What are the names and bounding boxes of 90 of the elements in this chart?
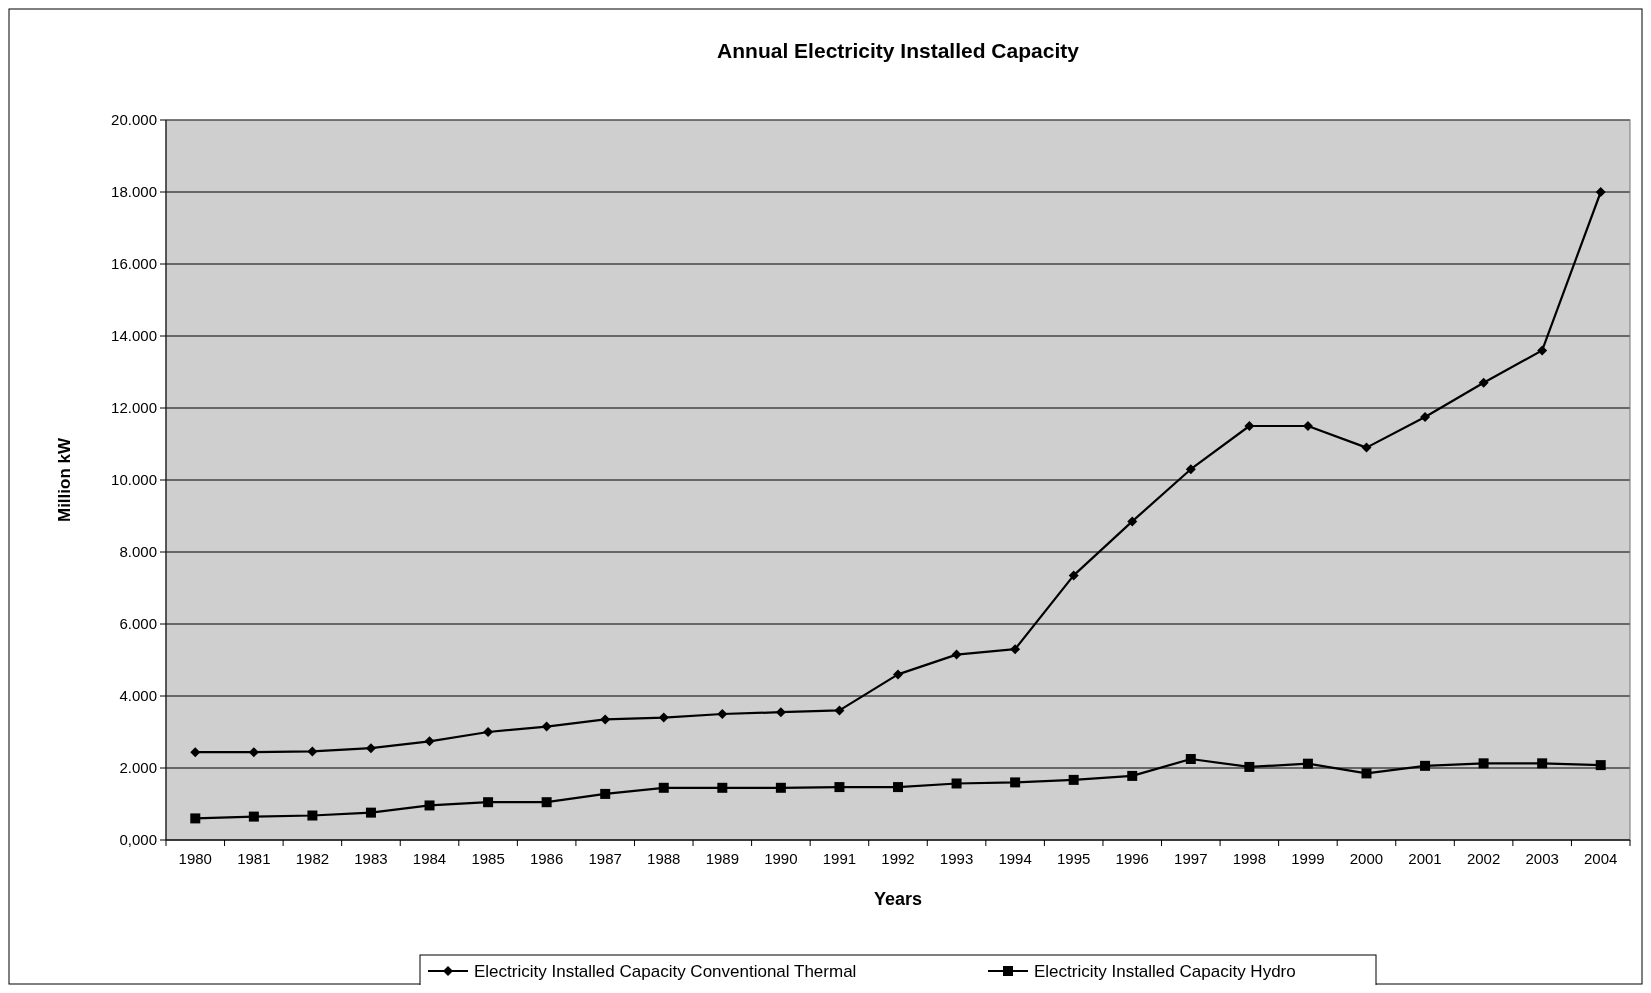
- point: [1595, 760, 1606, 771]
- point: [600, 788, 611, 799]
- point: [307, 746, 318, 757]
- point: [1478, 758, 1489, 769]
- x-tick-label: 1996: [1115, 850, 1149, 867]
- point: [1010, 777, 1021, 788]
- point: [658, 712, 669, 723]
- point: [834, 705, 845, 716]
- x-tick-label: 1987: [588, 850, 622, 867]
- point: [248, 811, 259, 822]
- x-tick-label: 1990: [764, 850, 798, 867]
- x-tick-label: 1998: [1232, 850, 1267, 867]
- y-tick-label: 10.000: [111, 471, 157, 489]
- point: [1537, 758, 1548, 769]
- y-tick-label: 18.000: [111, 183, 157, 201]
- point: [424, 800, 435, 811]
- y-tick-label: 20.000: [111, 111, 157, 129]
- y-tick-label: 16.000: [111, 255, 157, 273]
- point: [951, 649, 962, 660]
- y-axis-title: Million kW: [55, 437, 74, 523]
- y-tick-label: 2.000: [119, 759, 157, 777]
- point: [1068, 774, 1079, 785]
- point: [834, 782, 845, 793]
- point: [1537, 345, 1548, 356]
- point: [190, 813, 201, 824]
- point: [893, 669, 903, 680]
- x-tick-label: 1989: [705, 850, 740, 867]
- x-tick-label: 1985: [471, 850, 505, 867]
- point: [483, 797, 494, 808]
- x-tick-label: 1993: [939, 850, 974, 867]
- point: [1244, 761, 1255, 772]
- point: [1420, 760, 1431, 771]
- point: [365, 743, 376, 754]
- x-tick-label: 1983: [354, 850, 388, 867]
- y-tick-label: 14.000: [111, 327, 157, 345]
- y-tick-label: 6.000: [119, 615, 157, 633]
- x-tick-label: 1991: [822, 850, 857, 867]
- x-tick-label: 1995: [1056, 850, 1091, 867]
- point: [775, 707, 786, 718]
- point: [658, 782, 669, 793]
- x-tick-label: 2004: [1584, 850, 1618, 867]
- point: [190, 747, 201, 758]
- point: [307, 810, 318, 821]
- point: [717, 782, 728, 793]
- y-tick-label: 0,000: [119, 831, 157, 849]
- y-tick-label: 12.000: [111, 399, 157, 417]
- x-tick-label: 1999: [1291, 850, 1325, 867]
- point: [541, 797, 552, 808]
- x-tick-label: 1994: [998, 850, 1032, 867]
- legend-label: Electricity Installed Capacity Conventional Thermal: [474, 961, 857, 981]
- point: [1420, 412, 1431, 422]
- point: [1127, 516, 1138, 527]
- x-tick-label: 2001: [1408, 850, 1442, 867]
- x-tick-label: 1986: [529, 850, 564, 867]
- x-tick-label: 2003: [1525, 850, 1559, 867]
- point: [424, 736, 435, 747]
- point: [541, 721, 552, 732]
- x-axis-title: Years: [873, 889, 923, 909]
- point: [1302, 758, 1313, 769]
- x-tick-label: 1992: [881, 850, 915, 867]
- point: [1068, 570, 1079, 581]
- x-tick-label: 1982: [295, 850, 330, 867]
- point: [1595, 187, 1606, 197]
- point: [951, 778, 962, 789]
- legend-label: Electricity Installed Capacity Hydro: [1034, 961, 1296, 981]
- chart-title: Annual Electricity Installed Capacity: [717, 39, 1080, 62]
- point: [1361, 442, 1372, 453]
- x-tick-label: 1988: [647, 850, 681, 867]
- point: [1478, 377, 1489, 388]
- x-tick-label: 2000: [1349, 850, 1384, 867]
- x-tick-label: 2002: [1466, 850, 1501, 867]
- point: [248, 747, 259, 758]
- point: [1185, 754, 1196, 764]
- point: [1244, 421, 1255, 431]
- x-tick-label: 1981: [237, 850, 271, 867]
- x-tick-label: 1997: [1174, 850, 1208, 867]
- y-tick-label: 8.000: [119, 543, 157, 561]
- point: [600, 714, 611, 725]
- point: [1185, 464, 1196, 475]
- point: [1010, 644, 1021, 655]
- point: [893, 782, 903, 793]
- point: [717, 709, 728, 719]
- x-tick-label: 1980: [178, 850, 212, 867]
- point: [775, 782, 786, 793]
- point: [1361, 768, 1372, 779]
- point: [365, 807, 376, 818]
- x-tick-label: 1984: [412, 850, 447, 867]
- point: [1127, 770, 1138, 781]
- y-tick-label: 4.000: [119, 687, 157, 705]
- point: [483, 727, 494, 737]
